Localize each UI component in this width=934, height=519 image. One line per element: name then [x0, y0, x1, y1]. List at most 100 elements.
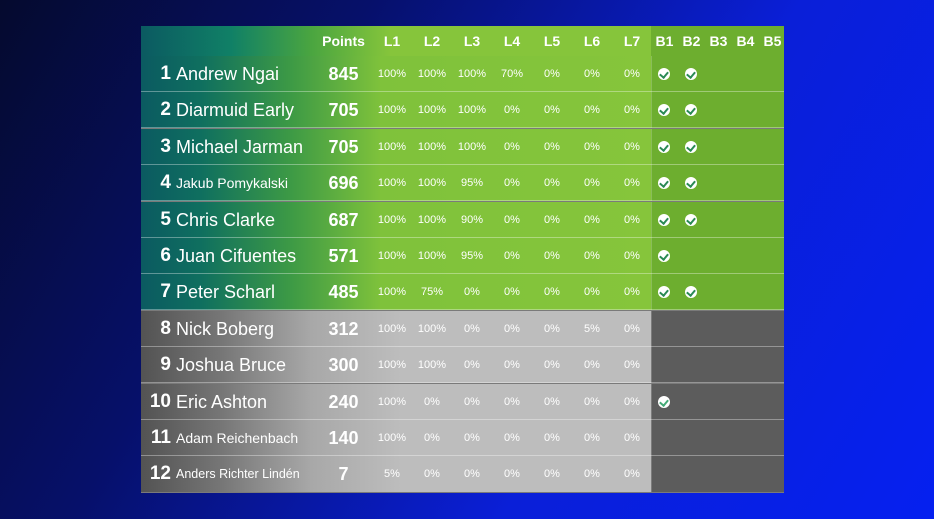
check-circle-icon	[685, 68, 697, 80]
row-level-7: 0%	[624, 68, 640, 80]
row-level-7: 0%	[624, 286, 640, 299]
check-circle-icon	[685, 104, 697, 117]
header-level-5: L5	[543, 33, 561, 49]
row-level-6: 0%	[584, 250, 600, 262]
check-circle-icon	[658, 213, 670, 226]
row-level-1: 100%	[377, 250, 407, 262]
header-badge-4: B4	[736, 33, 755, 49]
table-row: 3 Michael Jarman 705 100% 100% 100% 0% 0% 0% 0%	[141, 128, 784, 165]
row-level-7: 0%	[624, 395, 640, 408]
row-level-2: 100%	[417, 359, 447, 372]
row-level-2: 100%	[417, 68, 447, 80]
row-level-4: 0%	[504, 104, 520, 117]
row-points: 7	[338, 464, 349, 485]
row-level-4: 0%	[504, 359, 520, 372]
row-level-1: 100%	[377, 359, 407, 372]
row-level-4: 0%	[504, 432, 520, 444]
row-level-3: 100%	[457, 140, 487, 153]
row-level-5: 0%	[544, 432, 560, 444]
row-level-7: 0%	[624, 468, 640, 481]
row-rank: 4	[160, 172, 171, 194]
row-level-6: 0%	[584, 468, 600, 481]
row-level-3: 0%	[464, 359, 480, 372]
row-level-5: 0%	[544, 286, 560, 299]
row-level-3: 95%	[460, 250, 484, 262]
header-level-6: L6	[583, 33, 601, 49]
row-level-5: 0%	[544, 104, 560, 117]
row-level-5: 0%	[544, 395, 560, 408]
row-rank: 3	[160, 135, 171, 157]
table-row: 11 Adam Reichenbach 140 100% 0% 0% 0% 0% 0% 0%	[141, 420, 784, 456]
check-circle-icon	[658, 177, 670, 190]
row-name: Michael Jarman	[176, 136, 304, 157]
row-level-1: 100%	[377, 286, 407, 299]
row-level-6: 0%	[584, 177, 600, 190]
row-level-6: 0%	[584, 395, 600, 408]
row-name: Andrew Ngai	[176, 64, 280, 84]
row-points: 485	[328, 282, 359, 303]
row-rank: 12	[149, 463, 171, 485]
row-level-6: 0%	[584, 68, 600, 80]
row-rank: 8	[160, 317, 171, 339]
row-points: 845	[328, 64, 359, 84]
row-level-4: 70%	[500, 68, 524, 80]
row-level-2: 100%	[417, 104, 447, 117]
row-points: 240	[328, 391, 359, 412]
header-level-4: L4	[503, 33, 521, 49]
row-level-5: 0%	[544, 250, 560, 262]
row-level-7: 0%	[624, 177, 640, 190]
header-level-2: L2	[423, 33, 441, 49]
row-level-5: 0%	[544, 359, 560, 372]
row-level-5: 0%	[544, 468, 560, 481]
row-name: Peter Scharl	[176, 282, 276, 303]
row-level-7: 0%	[624, 250, 640, 262]
row-level-2: 0%	[424, 395, 440, 408]
row-level-2: 100%	[417, 177, 447, 190]
header-level-3: L3	[463, 33, 481, 49]
row-level-6: 0%	[584, 432, 600, 444]
row-level-6: 0%	[584, 359, 600, 372]
row-rank: 9	[160, 354, 171, 376]
row-level-1: 100%	[377, 213, 407, 226]
row-rank: 5	[160, 208, 171, 230]
row-level-7: 0%	[624, 322, 640, 335]
row-name: Juan Cifuentes	[176, 246, 297, 266]
row-points: 705	[328, 100, 359, 121]
check-circle-icon	[658, 140, 670, 153]
row-level-5: 0%	[544, 68, 560, 80]
row-level-7: 0%	[624, 104, 640, 117]
row-level-3: 100%	[457, 68, 487, 80]
row-level-3: 0%	[464, 468, 480, 481]
row-level-3: 90%	[460, 213, 484, 226]
row-level-6: 0%	[584, 286, 600, 299]
check-circle-icon	[658, 250, 670, 262]
header-points: Points	[322, 33, 365, 49]
header-badge-3: B3	[709, 33, 728, 49]
row-level-3: 95%	[460, 177, 484, 190]
leaderboard: Points L1 L2 L3 L4 L5 L6 L7 B1 B2 B3 B4 B5 1 Andrew…	[141, 26, 784, 493]
table-row: 5 Chris Clarke 687 100% 100% 90% 0% 0% 0% 0%	[141, 201, 784, 238]
table-row: 2 Diarmuid Early 705 100% 100% 100% 0% 0% 0% 0%	[141, 92, 784, 129]
row-rank: 11	[150, 427, 171, 448]
row-level-7: 0%	[624, 213, 640, 226]
row-level-2: 0%	[424, 468, 440, 481]
row-level-4: 0%	[504, 250, 520, 262]
row-level-6: 5%	[584, 322, 600, 335]
row-name: Jakub Pomykalski	[176, 175, 289, 192]
row-level-4: 0%	[504, 177, 520, 190]
header-badge-5: B5	[763, 33, 782, 49]
row-level-7: 0%	[624, 140, 640, 153]
row-level-5: 0%	[544, 140, 560, 153]
row-level-6: 0%	[584, 140, 600, 153]
row-level-6: 0%	[584, 104, 600, 117]
row-level-7: 0%	[624, 359, 640, 372]
table-row: 1 Andrew Ngai 845 100% 100% 100% 70% 0% 0% 0%	[141, 56, 784, 92]
row-name: Eric Ashton	[176, 391, 268, 412]
row-level-1: 100%	[377, 395, 407, 408]
row-name: Diarmuid Early	[176, 100, 295, 121]
row-name: Adam Reichenbach	[176, 430, 299, 446]
row-level-2: 100%	[417, 213, 447, 226]
row-rank: 1	[160, 63, 171, 84]
row-level-5: 0%	[544, 213, 560, 226]
row-level-1: 100%	[377, 432, 407, 444]
